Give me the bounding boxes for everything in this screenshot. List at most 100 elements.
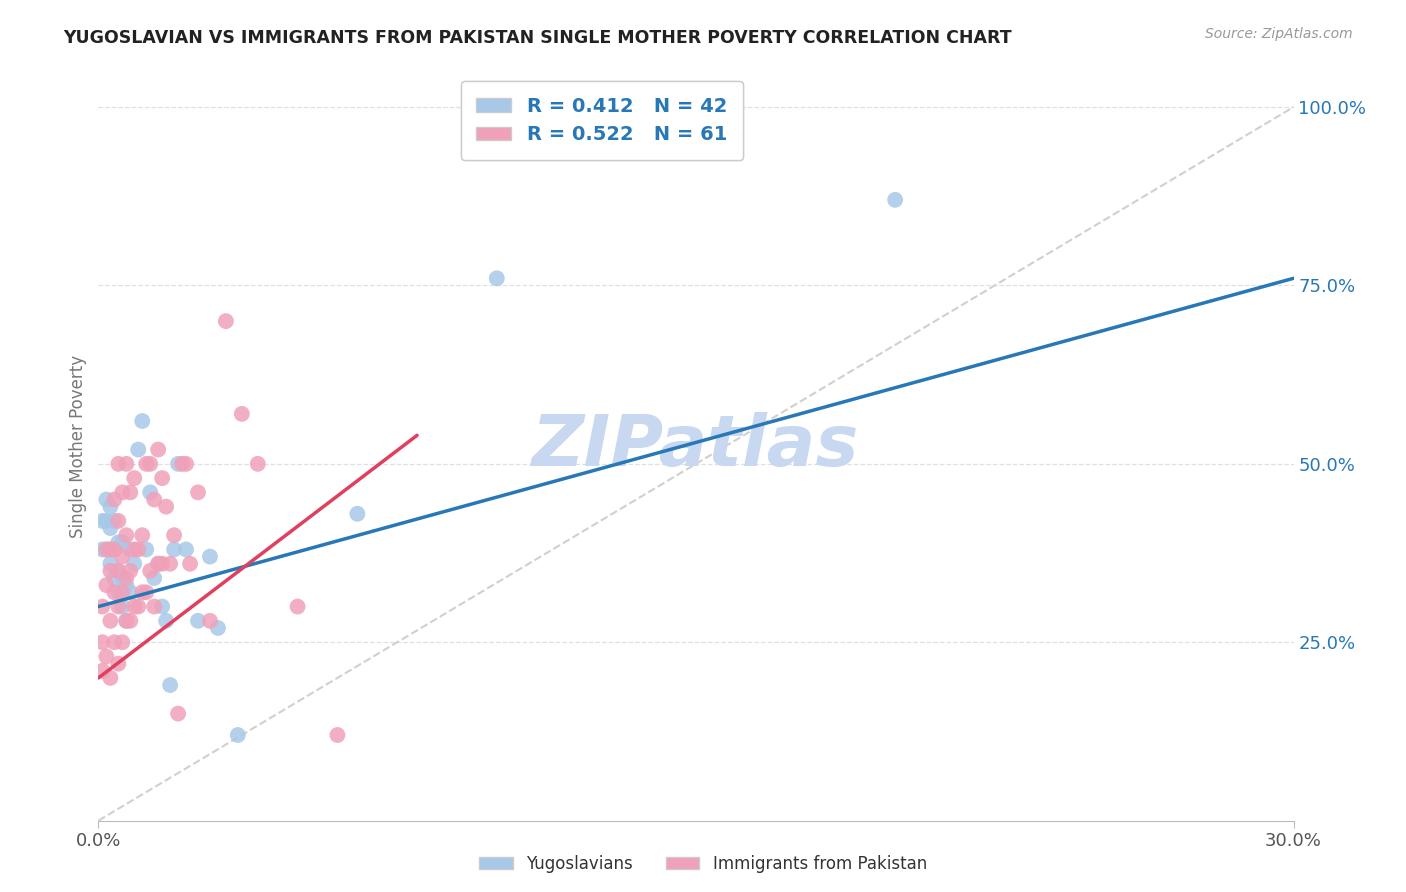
Point (163, 542, 186, 557)
Legend: Yugoslavians, Immigrants from Pakistan: Yugoslavians, Immigrants from Pakistan (472, 848, 934, 880)
Point (96, 542, 118, 557)
Point (103, 492, 125, 507)
Point (155, 614, 177, 628)
Point (124, 599, 146, 614)
Point (98, 500, 122, 514)
Point (127, 542, 149, 557)
Point (127, 442, 149, 457)
Point (103, 542, 125, 557)
Point (150, 471, 173, 485)
Point (107, 657, 129, 671)
Point (96, 492, 118, 507)
Point (198, 549, 221, 564)
Point (884, 193, 907, 207)
Point (115, 528, 138, 542)
Point (139, 457, 162, 471)
Point (143, 492, 166, 507)
Point (207, 621, 229, 635)
Point (485, 271, 508, 285)
Point (115, 614, 138, 628)
Point (131, 414, 153, 428)
Point (96, 542, 118, 557)
Point (107, 564, 129, 578)
Point (246, 457, 269, 471)
Point (148, 557, 170, 571)
Text: YUGOSLAVIAN VS IMMIGRANTS FROM PAKISTAN SINGLE MOTHER POVERTY CORRELATION CHART: YUGOSLAVIAN VS IMMIGRANTS FROM PAKISTAN … (63, 29, 1012, 46)
Point (148, 557, 170, 571)
Point (179, 557, 201, 571)
Point (103, 585, 125, 599)
Point (115, 571, 138, 585)
Point (96, 578, 118, 592)
Point (120, 485, 142, 500)
Point (167, 706, 190, 721)
Point (91, 599, 114, 614)
Point (124, 471, 146, 485)
Point (103, 571, 125, 585)
Point (91, 542, 114, 557)
Point (111, 485, 134, 500)
Point (115, 457, 138, 471)
Point (124, 542, 146, 557)
Point (111, 549, 134, 564)
Point (198, 614, 221, 628)
Point (159, 557, 181, 571)
Point (215, 314, 238, 328)
Point (98, 557, 122, 571)
Point (98, 542, 122, 557)
Point (148, 442, 170, 457)
Point (326, 728, 349, 742)
Point (131, 585, 153, 599)
Point (111, 535, 134, 549)
Point (187, 485, 209, 500)
Point (139, 564, 162, 578)
Point (135, 585, 157, 599)
Point (111, 571, 134, 585)
Point (107, 535, 129, 549)
Point (143, 571, 166, 585)
Point (120, 564, 142, 578)
Point (91, 635, 114, 649)
Point (103, 542, 125, 557)
Point (107, 564, 129, 578)
Point (96, 514, 118, 528)
Point (111, 585, 134, 599)
Point (124, 557, 146, 571)
Point (226, 728, 249, 742)
Point (159, 678, 181, 692)
Point (91, 514, 114, 528)
Point (98, 542, 122, 557)
Point (172, 457, 194, 471)
Point (120, 585, 142, 599)
Point (174, 542, 197, 557)
Point (150, 557, 173, 571)
Text: ZIPatlas: ZIPatlas (533, 411, 859, 481)
Point (107, 599, 129, 614)
Point (139, 485, 162, 500)
Point (174, 457, 197, 471)
Point (143, 599, 166, 614)
Point (107, 457, 129, 471)
Point (98, 614, 122, 628)
Point (287, 599, 309, 614)
Point (127, 599, 149, 614)
Point (111, 635, 134, 649)
Legend: R = 0.412   N = 42, R = 0.522   N = 61: R = 0.412 N = 42, R = 0.522 N = 61 (461, 81, 742, 160)
Point (98, 671, 122, 685)
Point (103, 635, 125, 649)
Point (103, 514, 125, 528)
Point (120, 614, 142, 628)
Point (167, 457, 190, 471)
Point (346, 507, 368, 521)
Point (120, 542, 142, 557)
Point (98, 564, 122, 578)
Point (91, 664, 114, 678)
Point (231, 407, 253, 421)
Point (115, 578, 138, 592)
Point (187, 614, 209, 628)
Point (107, 514, 129, 528)
Text: Source: ZipAtlas.com: Source: ZipAtlas.com (1205, 27, 1353, 41)
Point (111, 599, 134, 614)
Point (135, 457, 157, 471)
Point (135, 542, 157, 557)
